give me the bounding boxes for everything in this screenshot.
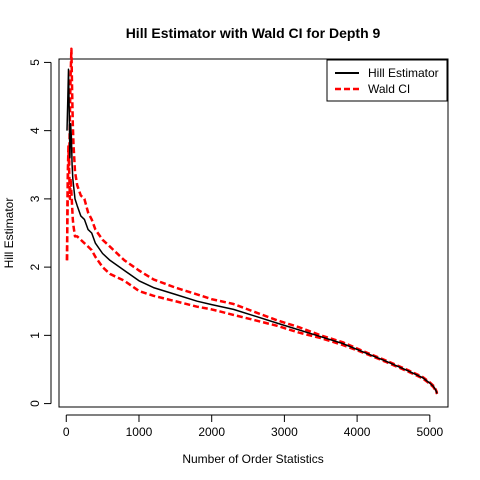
x-tick-label-2: 2000	[198, 425, 225, 439]
x-tick-label-3: 3000	[271, 425, 298, 439]
x-tick-label-0: 0	[63, 425, 70, 439]
legend-box	[326, 59, 448, 102]
y-tick-label-3: 3	[28, 195, 42, 202]
legend-label-wald: Wald CI	[368, 82, 410, 96]
y-tick-label-5: 5	[28, 59, 42, 66]
plot-box	[58, 58, 449, 408]
y-axis-label: Hill Estimator	[2, 198, 16, 269]
legend: Hill Estimator Wald CI	[326, 59, 448, 102]
x-axis-label: Number of Order Statistics	[182, 452, 323, 466]
y-tick-label-0: 0	[28, 400, 42, 407]
chart-title: Hill Estimator with Wald CI for Depth 9	[126, 25, 381, 41]
x-tick-label-5: 5000	[416, 425, 443, 439]
y-tick-label-4: 4	[28, 127, 42, 134]
x-axis: 0 1000 2000 3000 4000 5000	[63, 414, 443, 439]
legend-label-hill: Hill Estimator	[368, 66, 439, 80]
y-tick-label-2: 2	[28, 263, 42, 270]
series-layer	[65, 47, 439, 395]
x-tick-label-1: 1000	[126, 425, 153, 439]
y-axis: 0 1 2 3 4 5	[28, 59, 52, 407]
series-line-0	[66, 68, 438, 394]
series-line-1	[65, 47, 439, 394]
x-tick-label-4: 4000	[344, 425, 371, 439]
y-tick-label-1: 1	[28, 332, 42, 339]
